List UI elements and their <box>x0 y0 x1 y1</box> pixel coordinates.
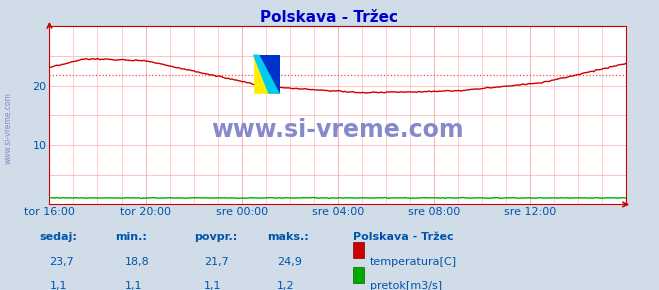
Text: 24,9: 24,9 <box>277 257 302 267</box>
Text: 23,7: 23,7 <box>49 257 74 267</box>
Text: 1,1: 1,1 <box>204 281 222 290</box>
Polygon shape <box>254 55 280 94</box>
Text: 18,8: 18,8 <box>125 257 150 267</box>
Text: min.:: min.: <box>115 232 147 242</box>
Text: 21,7: 21,7 <box>204 257 229 267</box>
Text: pretok[m3/s]: pretok[m3/s] <box>370 281 442 290</box>
Text: povpr.:: povpr.: <box>194 232 238 242</box>
Text: 1,1: 1,1 <box>49 281 67 290</box>
Text: Polskava - Tržec: Polskava - Tržec <box>260 10 399 25</box>
Text: maks.:: maks.: <box>267 232 308 242</box>
Text: Polskava - Tržec: Polskava - Tržec <box>353 232 453 242</box>
Text: www.si-vreme.com: www.si-vreme.com <box>212 117 464 142</box>
Polygon shape <box>254 55 280 94</box>
Text: sedaj:: sedaj: <box>40 232 77 242</box>
Text: 1,1: 1,1 <box>125 281 143 290</box>
Polygon shape <box>253 55 280 94</box>
Text: 1,2: 1,2 <box>277 281 295 290</box>
Text: temperatura[C]: temperatura[C] <box>370 257 457 267</box>
Text: www.si-vreme.com: www.si-vreme.com <box>3 92 13 164</box>
